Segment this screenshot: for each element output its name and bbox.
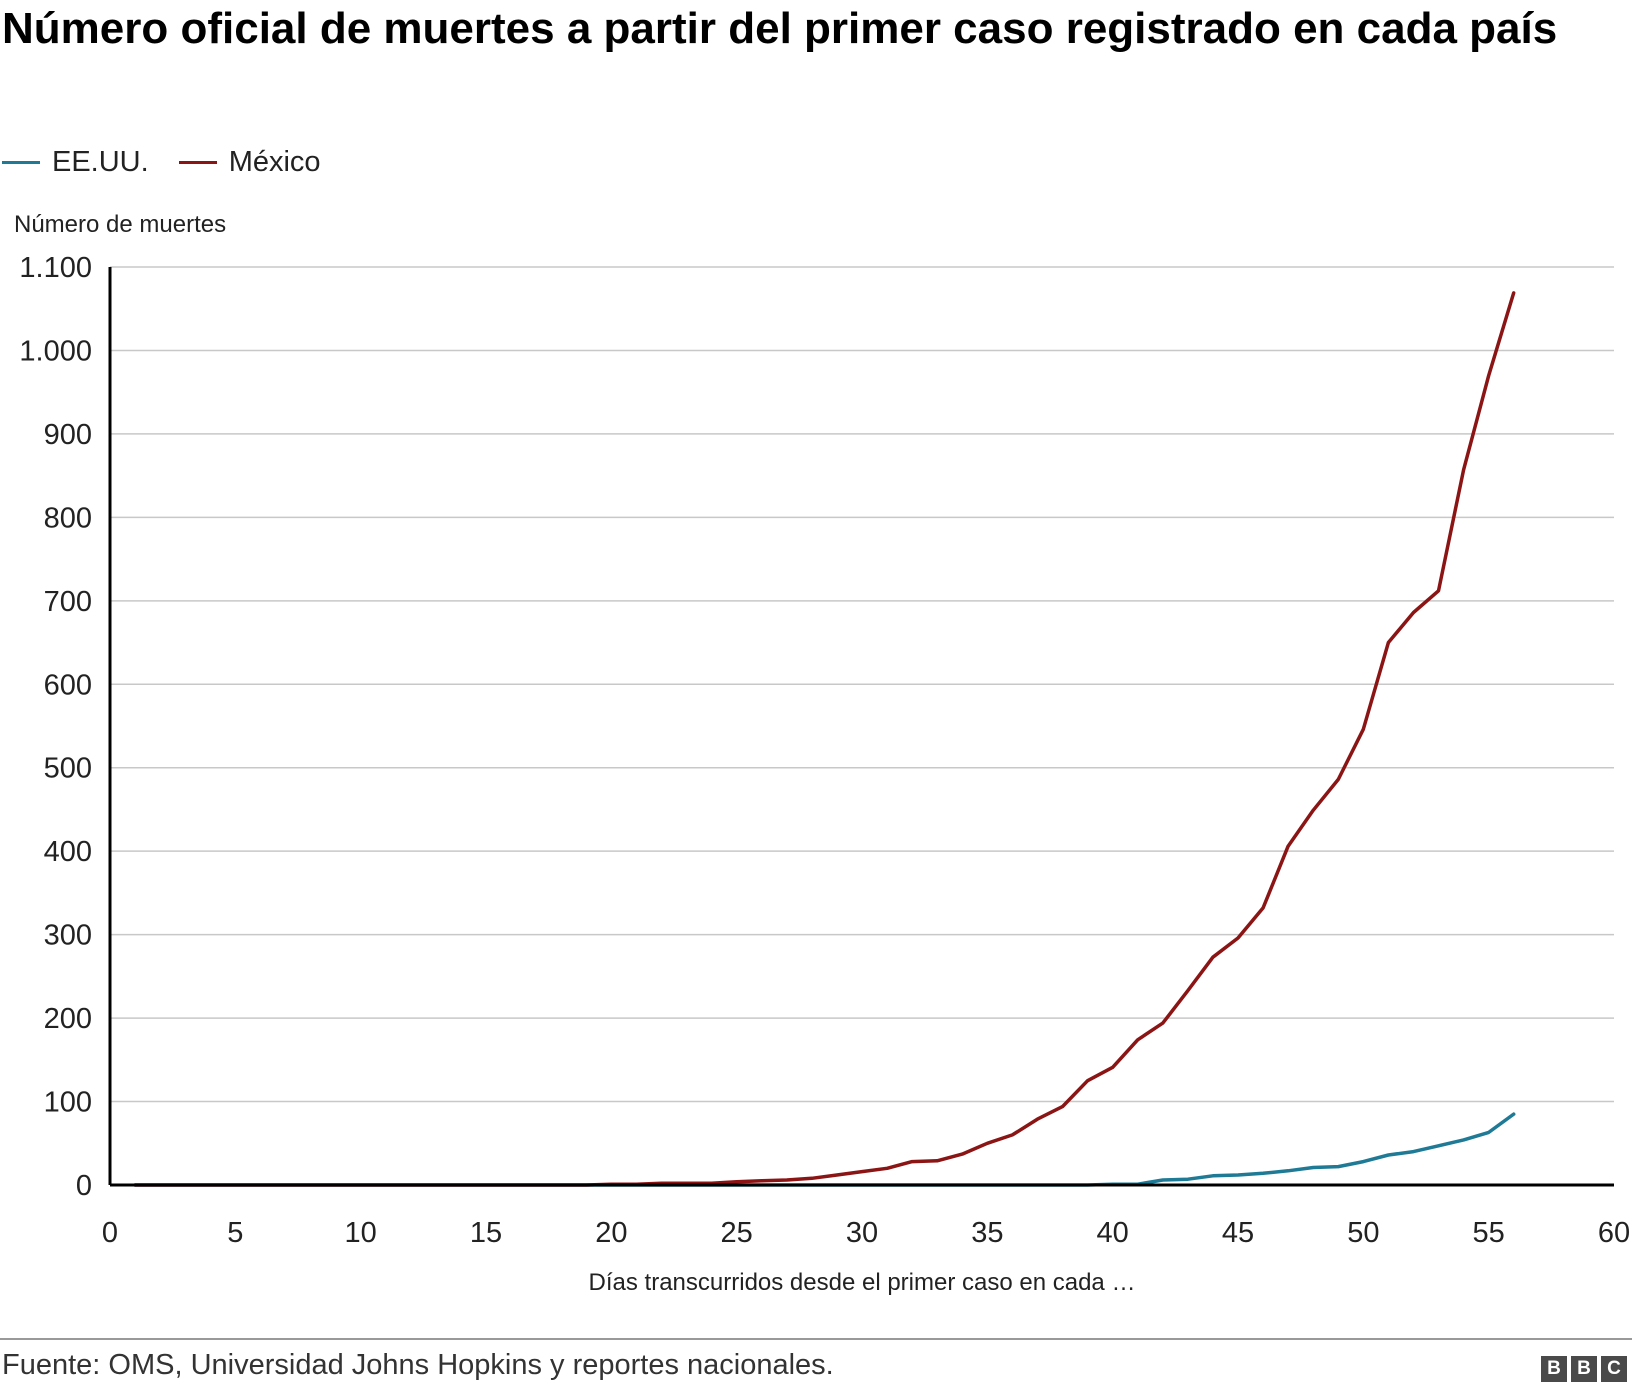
- x-tick-label: 35: [971, 1217, 1003, 1249]
- chart-title: Número oficial de muertes a partir del p…: [2, 4, 1558, 53]
- legend-label-mexico: México: [228, 145, 321, 178]
- x-tick-label: 50: [1347, 1217, 1379, 1249]
- y-tick-labels: 0 100 200 300 400 500 600 700 800 900 1.000 1.100: [19, 252, 92, 1202]
- x-tick-label: 10: [345, 1217, 377, 1249]
- bbc-logo-block-2: B: [1571, 1356, 1597, 1382]
- bbc-logo: B B C: [1541, 1356, 1631, 1382]
- legend-item-mexico: México: [178, 145, 321, 179]
- chart-legend: EE.UU. México: [2, 142, 351, 182]
- x-axis-label: Días transcurridos desde el primer caso …: [589, 1269, 1136, 1296]
- legend-item-eeuu: EE.UU.: [2, 146, 149, 179]
- y-tick-label: 600: [44, 669, 92, 701]
- x-tick-labels: 0 5 10 15 20 25 30 35 40 45 50 55 60: [102, 1217, 1630, 1249]
- y-tick-label: 700: [44, 586, 92, 618]
- x-tick-label: 5: [227, 1217, 243, 1249]
- y-tick-label: 900: [44, 419, 92, 451]
- x-tick-label: 25: [721, 1217, 753, 1249]
- x-tick-label: 20: [595, 1217, 627, 1249]
- y-gridlines: [110, 266, 1614, 1103]
- x-tick-label: 30: [846, 1217, 878, 1249]
- x-tick-label: 55: [1473, 1217, 1505, 1249]
- y-tick-label: 400: [44, 836, 92, 868]
- y-tick-label: 300: [44, 920, 92, 952]
- x-tick-label: 15: [470, 1217, 502, 1249]
- legend-swatch-mexico: [178, 160, 217, 164]
- series-line-eeuu: [133, 1112, 1516, 1187]
- source-note: Fuente: OMS, Universidad Johns Hopkins y…: [2, 1349, 834, 1381]
- x-tick-label: 45: [1222, 1217, 1254, 1249]
- bbc-logo-block-3: C: [1601, 1356, 1627, 1382]
- bbc-logo-block-1: B: [1541, 1356, 1567, 1382]
- line-chart: Número de muertes 0100200300400500600700…: [14, 211, 1630, 1296]
- y-tick-label: 1.000: [19, 335, 92, 367]
- y-tick-label: 200: [44, 1003, 92, 1035]
- y-tick-label: 0: [76, 1170, 92, 1202]
- x-tick-label: 40: [1097, 1217, 1129, 1249]
- y-axis-label: Número de muertes: [14, 211, 226, 238]
- y-tick-label: 800: [44, 502, 92, 534]
- legend-label-eeuu: EE.UU.: [52, 145, 149, 178]
- y-tick-label: 500: [44, 753, 92, 785]
- data-series: [133, 291, 1516, 1187]
- x-tick-label: 0: [102, 1217, 118, 1249]
- y-tick-label: 1.100: [19, 252, 92, 284]
- series-line-mexico: [133, 291, 1516, 1187]
- legend-swatch-eeuu: [2, 160, 40, 164]
- x-tick-label: 60: [1598, 1217, 1630, 1249]
- y-tick-label: 100: [44, 1087, 92, 1119]
- footer-divider: [0, 1338, 1632, 1340]
